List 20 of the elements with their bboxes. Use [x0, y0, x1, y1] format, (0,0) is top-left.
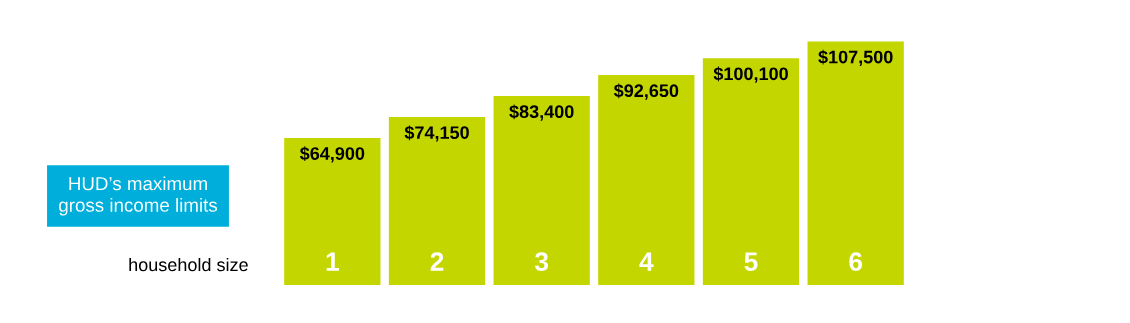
- x-tick-label: 6: [849, 252, 863, 271]
- bar: [493, 96, 590, 285]
- x-tick-label: 1: [326, 252, 339, 271]
- data-label: $107,500: [818, 49, 893, 67]
- bar: [284, 137, 381, 285]
- data-label: $100,100: [713, 66, 788, 83]
- data-label: $64,900: [299, 146, 365, 163]
- x-tick-label: 2: [430, 252, 444, 271]
- bar: [598, 75, 695, 285]
- x-tick-label: 4: [639, 252, 654, 271]
- data-label: $74,150: [404, 125, 469, 142]
- data-label: $83,400: [509, 104, 574, 121]
- bar: [702, 58, 800, 285]
- bar: [807, 41, 904, 285]
- x-tick-label: 3: [534, 252, 549, 272]
- x-tick-label: 5: [744, 252, 758, 271]
- data-label: $92,650: [613, 83, 679, 100]
- text: HUD’s maximum gross income limits: [59, 176, 218, 216]
- bar: [388, 117, 486, 285]
- x-axis-title: household size: [129, 257, 248, 272]
